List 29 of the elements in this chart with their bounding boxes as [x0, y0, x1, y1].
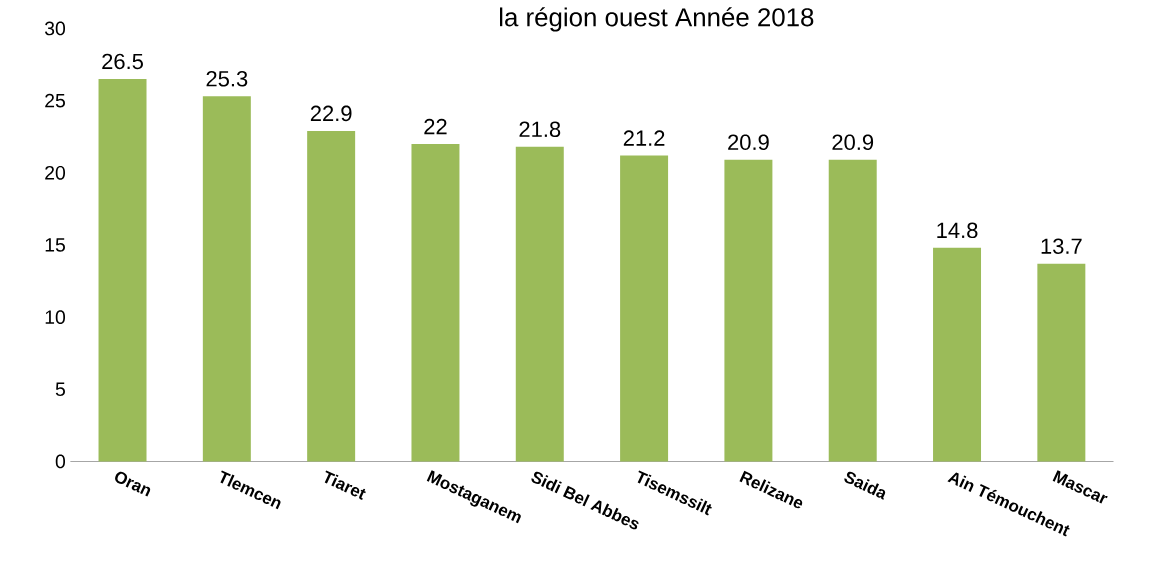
data-label: 25.3 — [206, 70, 248, 87]
chart-title: la région ouest Année 2018 — [500, 7, 814, 32]
y-tick-label: 20 — [45, 165, 66, 180]
bar — [828, 159, 877, 462]
y-tick-label: 5 — [55, 382, 65, 396]
y-tick-label: 15 — [45, 238, 65, 252]
data-label: 22.9 — [310, 105, 352, 122]
bar — [620, 155, 669, 462]
bar — [1037, 263, 1086, 462]
bar — [202, 96, 251, 462]
data-label: 20.9 — [728, 134, 769, 150]
bar — [411, 143, 460, 462]
data-label: 21.2 — [623, 130, 665, 146]
bar — [307, 130, 356, 462]
data-label: 22 — [424, 118, 447, 135]
y-tick-label: 30 — [44, 21, 66, 36]
data-label: 14.8 — [937, 222, 978, 239]
y-tick-label: 0 — [55, 454, 66, 469]
data-label: 13.7 — [1041, 238, 1082, 254]
bar — [515, 146, 564, 462]
bar — [98, 78, 147, 462]
data-label: 21.8 — [519, 121, 561, 138]
y-tick-label: 25 — [45, 93, 65, 108]
data-label: 26.5 — [102, 53, 143, 70]
y-tick-label: 10 — [45, 310, 66, 324]
bar — [724, 159, 773, 462]
bar — [933, 247, 982, 462]
data-label: 20.9 — [832, 134, 874, 150]
x-tick-label: Oran — [115, 471, 151, 497]
